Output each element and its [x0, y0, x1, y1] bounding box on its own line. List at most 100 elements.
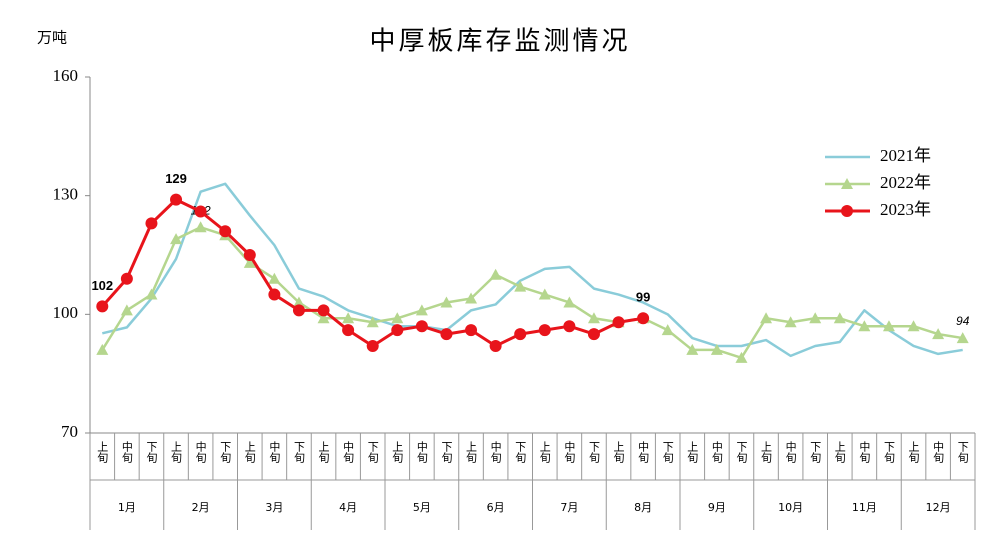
point-marker: [784, 316, 797, 328]
point-marker: [317, 304, 330, 317]
chart-title: 中厚板库存监测情况: [369, 27, 630, 57]
month-label: 4月: [339, 501, 357, 514]
point-marker: [661, 324, 674, 336]
y-axis-label: 万吨: [37, 29, 67, 47]
y-tick-label: 70: [61, 422, 78, 441]
point-marker: [587, 328, 600, 341]
point-marker: [956, 332, 969, 344]
point-marker: [907, 320, 920, 332]
x-tick-label: 中旬: [268, 441, 281, 464]
month-label: 6月: [487, 501, 505, 514]
point-marker: [268, 272, 281, 284]
point-marker: [489, 339, 502, 352]
x-tick-label: 上旬: [170, 441, 183, 464]
legend-marker: [841, 178, 853, 189]
point-marker: [686, 343, 699, 355]
data-label: 129: [165, 171, 187, 186]
point-marker: [292, 304, 305, 317]
month-label: 12月: [926, 501, 951, 514]
x-tick-label: 下旬: [587, 441, 600, 464]
x-tick-label: 下旬: [145, 441, 158, 464]
month-label: 9月: [708, 501, 726, 514]
point-marker: [440, 328, 453, 341]
x-tick-label: 中旬: [563, 441, 576, 464]
x-tick-label: 上旬: [465, 441, 478, 464]
point-marker: [612, 316, 625, 329]
x-tick-label: 上旬: [833, 441, 846, 464]
point-marker: [932, 328, 945, 340]
legend-marker: [841, 205, 853, 217]
series-line: [101, 182, 963, 358]
legend-label: 2021年: [880, 146, 931, 165]
point-marker: [514, 328, 527, 341]
point-marker: [120, 272, 133, 285]
point-marker: [391, 312, 404, 324]
point-marker: [587, 312, 600, 324]
point-marker: [96, 300, 109, 313]
point-marker: [538, 288, 551, 300]
x-tick-label: 中旬: [784, 441, 797, 464]
point-marker: [194, 205, 207, 218]
point-marker: [342, 312, 355, 324]
x-tick-label: 下旬: [514, 441, 527, 464]
x-tick-label: 上旬: [96, 441, 109, 464]
data-label: 94: [956, 314, 970, 328]
x-tick-label: 下旬: [735, 441, 748, 464]
series-line: [101, 226, 963, 360]
point-marker: [292, 296, 305, 308]
x-tick-label: 下旬: [366, 441, 379, 464]
point-marker: [637, 312, 650, 325]
x-tick-label: 上旬: [317, 441, 330, 464]
x-tick-label: 中旬: [342, 441, 355, 464]
legend-label: 2022年: [880, 173, 931, 192]
point-marker: [833, 312, 846, 324]
point-marker: [170, 193, 183, 206]
month-label: 8月: [634, 501, 652, 514]
point-marker: [735, 351, 748, 363]
point-marker: [317, 312, 330, 324]
point-marker: [243, 249, 256, 261]
point-marker: [120, 304, 133, 316]
point-marker: [145, 217, 158, 230]
x-tick-label: 下旬: [219, 441, 232, 464]
data-label: 102: [91, 278, 113, 293]
data-label: 99: [636, 290, 650, 305]
point-marker: [366, 339, 379, 352]
y-tick-label: 130: [53, 185, 79, 204]
point-marker: [415, 320, 428, 333]
point-marker: [538, 324, 551, 337]
month-label: 5月: [413, 501, 431, 514]
x-tick-label: 下旬: [661, 441, 674, 464]
month-label: 11月: [852, 501, 877, 514]
point-marker: [514, 280, 527, 292]
x-tick-label: 中旬: [710, 441, 723, 464]
x-tick-label: 中旬: [415, 441, 428, 464]
point-marker: [391, 324, 404, 337]
point-marker: [268, 288, 281, 301]
month-label: 10月: [778, 501, 803, 514]
x-tick-label: 上旬: [243, 441, 256, 464]
x-tick-label: 下旬: [292, 441, 305, 464]
point-marker: [145, 288, 158, 300]
x-tick-label: 中旬: [858, 441, 871, 464]
point-marker: [710, 343, 723, 355]
x-tick-label: 中旬: [637, 441, 650, 464]
x-tick-label: 上旬: [612, 441, 625, 464]
month-label: 7月: [560, 501, 578, 514]
y-tick-label: 100: [53, 303, 79, 322]
x-tick-label: 下旬: [809, 441, 822, 464]
point-marker: [858, 320, 871, 332]
x-tick-label: 上旬: [760, 441, 773, 464]
x-tick-label: 中旬: [120, 441, 133, 464]
x-tick-label: 上旬: [686, 441, 699, 464]
point-marker: [809, 312, 822, 324]
point-marker: [882, 320, 895, 332]
point-marker: [342, 324, 355, 337]
point-marker: [440, 296, 453, 308]
x-tick-label: 下旬: [440, 441, 453, 464]
point-marker: [366, 316, 379, 328]
y-tick-label: 160: [53, 66, 79, 85]
x-tick-label: 中旬: [932, 441, 945, 464]
x-tick-label: 上旬: [907, 441, 920, 464]
